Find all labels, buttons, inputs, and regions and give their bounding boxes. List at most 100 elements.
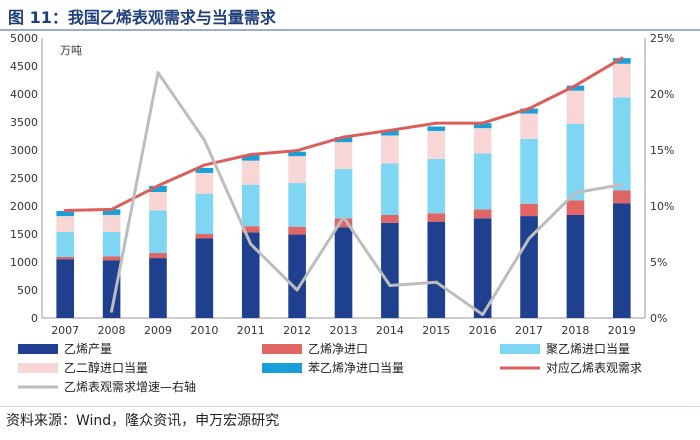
x-tick-label: 2007 — [51, 324, 79, 337]
legend-swatch — [500, 344, 540, 354]
bars — [56, 58, 631, 318]
line-point — [110, 309, 114, 313]
line-point — [620, 56, 624, 60]
bar-segment — [149, 192, 167, 211]
line-point — [388, 128, 392, 132]
y-tick-label: 4500 — [10, 60, 38, 73]
x-tick-label: 2016 — [469, 324, 497, 337]
y2-tick-label: 10% — [650, 200, 674, 213]
bar-segment — [334, 142, 353, 170]
bar-segment — [520, 108, 538, 114]
bar-segment — [241, 160, 260, 185]
bar-segment — [381, 214, 399, 223]
legend-swatch — [18, 363, 58, 373]
bar-segment — [288, 226, 306, 235]
bar-segment — [102, 260, 121, 318]
bar-segment — [56, 256, 75, 260]
x-tick-label: 2008 — [98, 324, 126, 337]
bar-segment — [149, 185, 167, 192]
legend-label: 聚乙烯进口当量 — [546, 342, 630, 356]
bar-segment — [612, 63, 631, 98]
y-tick-label: 2000 — [10, 200, 38, 213]
bar-segment — [241, 232, 260, 318]
title-divider — [0, 29, 700, 31]
bar-segment — [520, 113, 538, 139]
bar-segment — [612, 58, 631, 64]
line-point — [295, 149, 299, 153]
bar-segment — [520, 203, 538, 217]
bar-segment — [612, 203, 631, 318]
footer-divider — [0, 406, 700, 407]
legend-swatch — [18, 344, 58, 354]
bar-segment — [566, 123, 585, 201]
bar-segment — [427, 213, 446, 222]
bar-segment — [520, 216, 538, 318]
bar-segment — [102, 231, 121, 257]
line-point — [249, 152, 253, 156]
x-tick-label: 2013 — [330, 324, 358, 337]
bar-segment — [56, 231, 75, 257]
line-point — [202, 163, 206, 167]
bar-segment — [612, 97, 631, 191]
bar-segment — [195, 238, 214, 318]
bar-segment — [427, 158, 446, 214]
y2-tick-label: 15% — [650, 144, 674, 157]
bar-segment — [149, 258, 167, 318]
x-tick-label: 2009 — [144, 324, 172, 337]
y2-tick-label: 25% — [650, 32, 674, 45]
bar-segment — [102, 209, 121, 215]
line-point — [63, 208, 67, 212]
x-tick-label: 2018 — [561, 324, 589, 337]
bar-segment — [288, 183, 306, 227]
line-point — [110, 207, 114, 211]
y-tick-label: 4000 — [10, 88, 38, 101]
bar-segment — [473, 153, 492, 210]
bar-segment — [334, 137, 353, 143]
bar-segment — [288, 234, 306, 318]
line-point — [388, 284, 392, 288]
bar-segment — [566, 214, 585, 318]
legend-label: 乙烯净进口 — [308, 342, 368, 356]
axes: 0 500 1000 1500 2000 2500 3000 3500 4000 4500 5000… — [10, 32, 674, 337]
bar-segment — [381, 163, 399, 215]
bar-segment — [241, 226, 260, 233]
bar-segment — [149, 253, 167, 259]
legend-label: 乙烯产量 — [64, 342, 112, 356]
line-point — [527, 236, 531, 240]
bar-segment — [473, 128, 492, 154]
bar-segment — [334, 227, 353, 318]
bar-segment — [149, 210, 167, 254]
bar-segment — [381, 130, 399, 136]
stacked-bar-chart: 0 500 1000 1500 2000 2500 3000 3500 4000 4500 5000… — [10, 32, 674, 394]
bar-segment — [427, 130, 446, 159]
line-point — [434, 121, 438, 125]
bar-segment — [195, 234, 214, 239]
y-tick-label: 5000 — [10, 32, 38, 45]
bar-segment — [473, 123, 492, 129]
y-tick-label: 2500 — [10, 172, 38, 185]
line-point — [620, 183, 624, 187]
line-point — [481, 121, 485, 125]
bar-segment — [612, 190, 631, 204]
line-point — [527, 107, 531, 111]
bar-segment — [56, 216, 75, 232]
bar-segment — [195, 172, 214, 194]
line-point — [342, 135, 345, 139]
line-point — [573, 84, 577, 88]
bar-segment — [381, 135, 399, 164]
line-point — [156, 71, 160, 75]
x-tick-label: 2014 — [376, 324, 404, 337]
bar-segment — [381, 222, 399, 318]
x-tick-label: 2017 — [515, 324, 543, 337]
bar-segment — [288, 151, 306, 157]
legend-label: 苯乙烯净进口当量 — [308, 361, 404, 375]
x-tick-label: 2011 — [237, 324, 265, 337]
x-tick-label: 2012 — [283, 324, 311, 337]
y-tick-label: 1500 — [10, 228, 38, 241]
x-tick-label: 2010 — [190, 324, 218, 337]
bar-segment — [102, 214, 121, 232]
y-tick-label: 3500 — [10, 116, 38, 129]
x-tick-label: 2019 — [608, 324, 636, 337]
y-tick-label: 0 — [31, 312, 38, 325]
